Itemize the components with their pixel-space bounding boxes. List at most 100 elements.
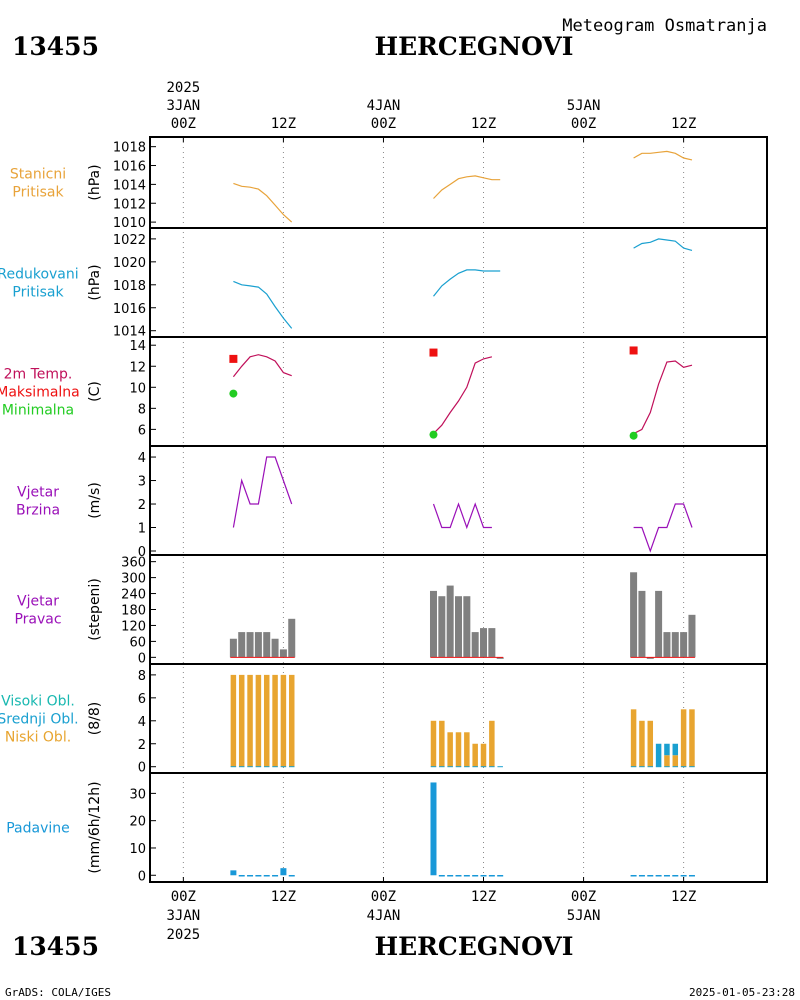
time-tick-label-bottom: 00Z [171, 889, 196, 905]
series-line [633, 150, 693, 161]
time-year-label-top: 2025 [166, 80, 200, 96]
y-tick-label: 10 [129, 381, 146, 396]
y-tick-label: 60 [129, 635, 146, 650]
time-tick-label-top: 12Z [471, 116, 496, 132]
wind-direction-bar [630, 572, 638, 658]
y-tick-label: 14 [129, 339, 146, 354]
y-tick-label: 0 [138, 869, 146, 884]
series-line [633, 238, 693, 251]
tmin-marker [429, 430, 438, 439]
precip-bar [263, 874, 270, 877]
time-tick-label-bottom: 00Z [571, 889, 596, 905]
precip-bar [630, 874, 637, 877]
precip-bar [438, 874, 445, 877]
cloud-bar [680, 709, 687, 767]
y-tick-label: 240 [121, 588, 146, 603]
y-tick-label: 6 [138, 692, 146, 707]
wind-direction-bar [638, 590, 646, 658]
cloud-bar [489, 720, 495, 767]
panel-title-line: Brzina [16, 503, 60, 519]
cloud-bar [689, 709, 695, 767]
series-line [433, 175, 501, 199]
y-tick-label: 30 [129, 787, 146, 802]
precip-bar [430, 782, 437, 876]
station-name-top: HERCEGNOVI [374, 32, 573, 61]
panel-ylabel: (hPa) [87, 164, 103, 200]
cloud-bar [455, 732, 462, 767]
cloud-bar [439, 720, 445, 767]
wind-direction-bar [238, 632, 246, 658]
panel-title-line: Redukovani [0, 267, 79, 283]
precip-bar [230, 870, 237, 876]
y-tick-label: 1016 [113, 302, 146, 317]
cloud-bar [672, 755, 679, 767]
cloud-bar [272, 674, 278, 767]
y-tick-label: 120 [121, 619, 146, 634]
tmax-marker [629, 346, 638, 355]
series-line [432, 502, 492, 530]
precip-bar [455, 874, 462, 877]
y-tick-label: 0 [138, 761, 146, 776]
y-tick-label: 2 [138, 498, 146, 513]
time-tick-label-bottom: 12Z [471, 889, 496, 905]
wind-direction-bar [655, 590, 663, 658]
cloud-bar [655, 743, 662, 767]
panel-title-line: Vjetar [17, 485, 59, 501]
cloud-bar [238, 674, 245, 767]
plot-frame [149, 136, 768, 883]
precip-bar [280, 868, 287, 876]
wind-direction-bar [246, 632, 254, 658]
precip-bar [688, 874, 695, 877]
tmin-marker [629, 431, 638, 440]
precip-bar [480, 874, 487, 877]
time-day-label-top: 4JAN [367, 98, 401, 114]
cloud-bar [480, 743, 487, 767]
wind-direction-bar [646, 657, 654, 659]
y-tick-label: 300 [121, 572, 146, 587]
time-year-label-bottom: 2025 [166, 927, 200, 943]
panel-title-line: 2m Temp. [4, 367, 73, 383]
time-day-label-bottom: 4JAN [367, 908, 401, 924]
panel-title-line: Pravac [14, 612, 61, 628]
panel-precipitation: Padavine (mm/6h/12h) 0 10 20 30 [6, 781, 695, 884]
panel-ylabel: (mm/6h/12h) [87, 781, 103, 873]
series-line [633, 360, 693, 435]
series-line [233, 182, 293, 223]
panel-ylabel: (8/8) [87, 702, 103, 735]
cloud-bar [472, 743, 478, 767]
cloud-bar [288, 674, 295, 767]
precip-bar [488, 874, 495, 877]
wind-direction-bar [429, 590, 437, 658]
y-tick-label: 4 [138, 715, 146, 730]
series-line [232, 456, 293, 528]
precip-bar [680, 874, 687, 877]
y-tick-label: 1016 [113, 160, 146, 175]
cloud-bar [263, 674, 270, 767]
y-tick-label: 1018 [113, 141, 146, 156]
wind-direction-bar [288, 618, 296, 658]
precip-bar [463, 874, 470, 877]
y-tick-label: 180 [121, 604, 146, 619]
tmin-marker [229, 389, 238, 398]
time-day-label-bottom: 5JAN [567, 908, 601, 924]
y-tick-label: 12 [129, 360, 146, 375]
wind-direction-bar [496, 657, 504, 659]
y-tick-label: 1010 [113, 216, 146, 231]
y-tick-label: 0 [138, 545, 146, 560]
panel-title-line: Minimalna [2, 403, 74, 419]
panel-title-line: Padavine [6, 821, 70, 837]
time-tick-label-top: 00Z [371, 116, 396, 132]
cloud-bar [464, 732, 470, 767]
panel-title-line: Pritisak [12, 285, 64, 301]
station-name-bottom: HERCEGNOVI [374, 932, 573, 961]
panel-clouds: Visoki Obl. Srednji Obl. Niski Obl. (8/8) 0 2… [0, 669, 695, 776]
y-tick-label: 2 [138, 738, 146, 753]
time-tick-label-top: 12Z [671, 116, 696, 132]
station-id-bottom: 13455 [12, 932, 99, 961]
y-tick-label: 1014 [113, 178, 146, 193]
time-tick-label-bottom: 12Z [671, 889, 696, 905]
tmax-marker [229, 354, 238, 363]
panel-ylabel: (stepeni) [87, 578, 103, 641]
precip-bar [655, 874, 662, 877]
